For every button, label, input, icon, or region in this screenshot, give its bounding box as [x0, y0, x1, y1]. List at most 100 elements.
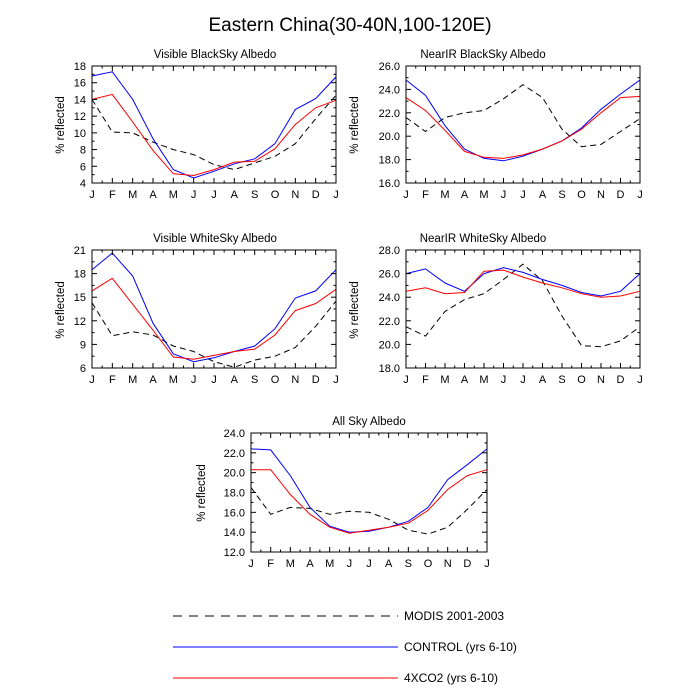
y-tick-label: 15 [74, 292, 86, 304]
panel-visible-blacksky: Visible BlackSky Albedo % reflected [55, 49, 276, 154]
x-tick-label: J [403, 374, 409, 386]
panel-nearir-blacksky: NearIR BlackSky Albedo % reflected [349, 49, 546, 154]
y-tick-label: 22.0 [379, 108, 400, 120]
x-tick-label: F [422, 374, 429, 386]
x-tick-label: J [248, 558, 254, 570]
y-tick-label: 26.0 [379, 61, 400, 73]
y-axis-label: % reflected [196, 464, 208, 522]
x-tick-label: M [325, 558, 334, 570]
y-tick-label: 12 [74, 316, 86, 328]
y-tick-label: 21 [74, 245, 86, 257]
x-tick-label: J [211, 189, 217, 201]
x-tick-label: J [484, 558, 490, 570]
x-tick-label: M [479, 189, 488, 201]
x-tick-label: O [271, 374, 280, 386]
y-tick-label: 8 [80, 145, 86, 157]
control-series-line [250, 448, 488, 533]
y-tick-label: 18 [74, 269, 86, 281]
figure-title: Eastern China(30-40N,100-120E) [208, 15, 491, 36]
x-tick-label: J [366, 558, 372, 570]
legend: MODIS 2001-2003 CONTROL (yrs 6-10) 4XCO2… [173, 609, 517, 685]
panel-nearir-whitesky: NearIR WhiteSky Albedo % reflected [349, 233, 546, 339]
modis-series-line [250, 487, 488, 535]
x-tick-label: D [312, 189, 320, 201]
y-tick-label: 20.0 [379, 339, 400, 351]
y-tick-label: 4 [80, 178, 86, 190]
x-tick-label: A [461, 189, 469, 201]
x-tick-label: A [306, 558, 314, 570]
x-tick-label: N [291, 374, 299, 386]
legend-label: 4XCO2 (yrs 6-10) [404, 671, 498, 685]
x-tick-label: M [440, 374, 449, 386]
panel-visible-whitesky: Visible WhiteSky Albedo % reflected [55, 233, 277, 339]
y-tick-label: 22.0 [379, 316, 400, 328]
x-tick-label: S [251, 189, 258, 201]
y-tick-label: 24.0 [379, 84, 400, 96]
modis-series-line [405, 263, 641, 348]
x-tick-label: J [637, 189, 643, 201]
y-tick-label: 22.0 [224, 448, 245, 460]
legend-item-control: CONTROL (yrs 6-10) [173, 640, 517, 654]
y-tick-label: 9 [80, 339, 86, 351]
y-axis-label: % reflected [349, 96, 361, 154]
x-tick-label: J [333, 189, 339, 201]
x-tick-label: A [231, 189, 239, 201]
x-tick-label: N [444, 558, 452, 570]
y-tick-label: 14.0 [224, 527, 245, 539]
x-tick-label: N [597, 189, 605, 201]
y-tick-label: 6 [80, 161, 86, 173]
control-series-line [91, 252, 337, 363]
panel-title: Visible WhiteSky Albedo [153, 233, 277, 245]
legend-label: MODIS 2001-2003 [404, 609, 504, 623]
panel-title: NearIR BlackSky Albedo [420, 49, 545, 61]
4xco2-series-line [405, 95, 641, 159]
x-tick-label: O [424, 558, 433, 570]
x-tick-label: J [191, 189, 197, 201]
panel-all-sky: All Sky Albedo % reflected [196, 416, 406, 522]
x-tick-label: S [558, 189, 565, 201]
legend-label: CONTROL (yrs 6-10) [404, 640, 517, 654]
plot-frame [250, 432, 488, 553]
x-tick-label: J [89, 189, 95, 201]
plot-frame [91, 65, 337, 184]
y-tick-label: 18 [74, 61, 86, 73]
x-tick-label: J [347, 558, 353, 570]
y-tick-label: 28.0 [379, 245, 400, 257]
x-tick-label: M [169, 374, 178, 386]
y-tick-label: 18.0 [224, 488, 245, 500]
x-tick-label: M [440, 189, 449, 201]
y-tick-label: 10 [74, 128, 86, 140]
x-tick-label: D [312, 374, 320, 386]
y-axis-label: % reflected [55, 96, 67, 154]
chart-plot-area: J F M A M J J A S O N D J12.014.016.018.020.022.024.… [224, 428, 490, 570]
y-tick-label: 12 [74, 111, 86, 123]
panel-title: NearIR WhiteSky Albedo [420, 233, 547, 245]
y-tick-label: 20.0 [379, 131, 400, 143]
x-tick-label: M [128, 374, 137, 386]
4xco2-series-line [91, 277, 337, 360]
y-tick-label: 16.0 [379, 178, 400, 190]
control-series-line [405, 79, 641, 162]
y-tick-label: 20.0 [224, 468, 245, 480]
x-tick-label: F [267, 558, 274, 570]
y-tick-label: 14 [74, 94, 86, 106]
x-tick-label: N [597, 374, 605, 386]
x-tick-label: J [333, 374, 339, 386]
x-tick-label: D [617, 374, 625, 386]
x-tick-label: F [109, 189, 116, 201]
x-tick-label: M [169, 189, 178, 201]
control-series-line [91, 71, 337, 179]
x-tick-label: J [89, 374, 95, 386]
x-tick-label: O [577, 374, 586, 386]
legend-item-modis: MODIS 2001-2003 [173, 609, 504, 623]
x-tick-label: J [520, 374, 526, 386]
panel-title: All Sky Albedo [332, 416, 406, 428]
x-tick-label: D [617, 189, 625, 201]
y-axis-label: % reflected [55, 281, 67, 339]
x-tick-label: J [403, 189, 409, 201]
panel-title: Visible BlackSky Albedo [154, 49, 277, 61]
x-tick-label: J [501, 189, 507, 201]
